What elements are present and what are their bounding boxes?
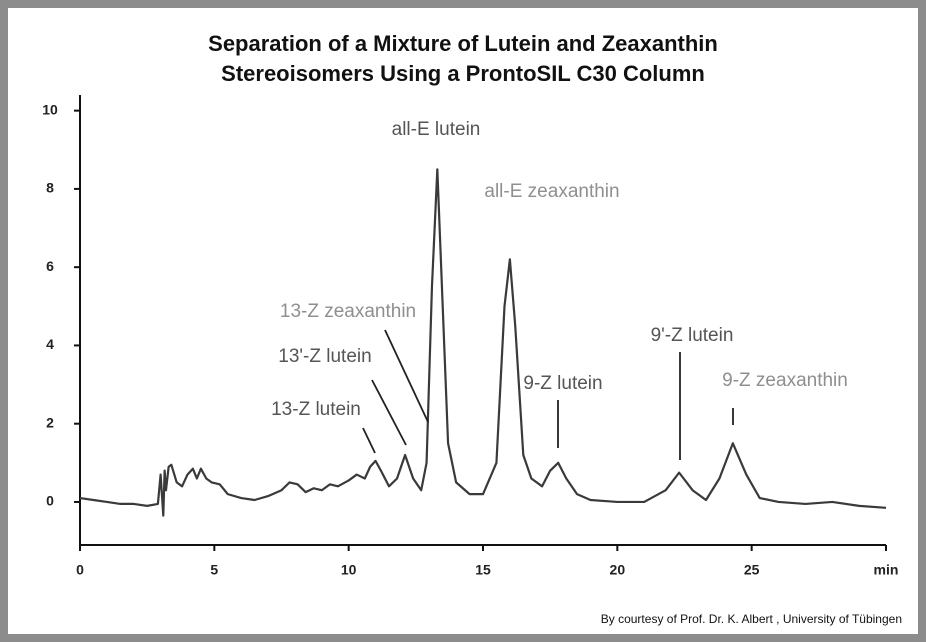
y-tick-label: 8 [46,180,54,196]
x-tick-label: 20 [610,562,626,578]
x-tick-label: 5 [210,562,218,578]
peak-leader [384,329,429,423]
x-tick-label: 0 [76,562,84,578]
peak-label: 9-Z zeaxanthin [722,370,848,391]
chart: Separation of a Mixture of Lutein and Ze… [42,31,902,626]
peak-leader [362,427,376,454]
x-tick-label: 10 [341,562,357,578]
chart-title: Separation of a Mixture of Lutein and Ze… [208,31,718,56]
peak-label: all-E lutein [392,119,481,140]
peak-label: 9-Z lutein [523,373,602,394]
y-tick-label: 6 [46,258,54,274]
chromatogram-line [79,168,887,517]
x-tick-label: min [874,562,899,578]
chart-subtitle: Stereoisomers Using a ProntoSIL C30 Colu… [221,61,705,86]
y-tick-label: 2 [46,414,54,430]
x-tick-label: 25 [744,562,760,578]
peak-leader [371,379,407,446]
source-note: By courtesy of Prof. Dr. K. Albert , Uni… [601,612,902,626]
peak-label: 13-Z zeaxanthin [280,301,416,322]
y-tick-label: 0 [46,493,54,509]
peak-label: 13-Z lutein [271,399,361,420]
peak-label: 13'-Z lutein [278,346,371,367]
y-tick-label: 4 [46,336,54,352]
y-tick-label: 10 [42,101,58,117]
x-tick-label: 15 [475,562,491,578]
peak-label: 9'-Z lutein [651,325,734,346]
peak-label: all-E zeaxanthin [484,181,619,202]
